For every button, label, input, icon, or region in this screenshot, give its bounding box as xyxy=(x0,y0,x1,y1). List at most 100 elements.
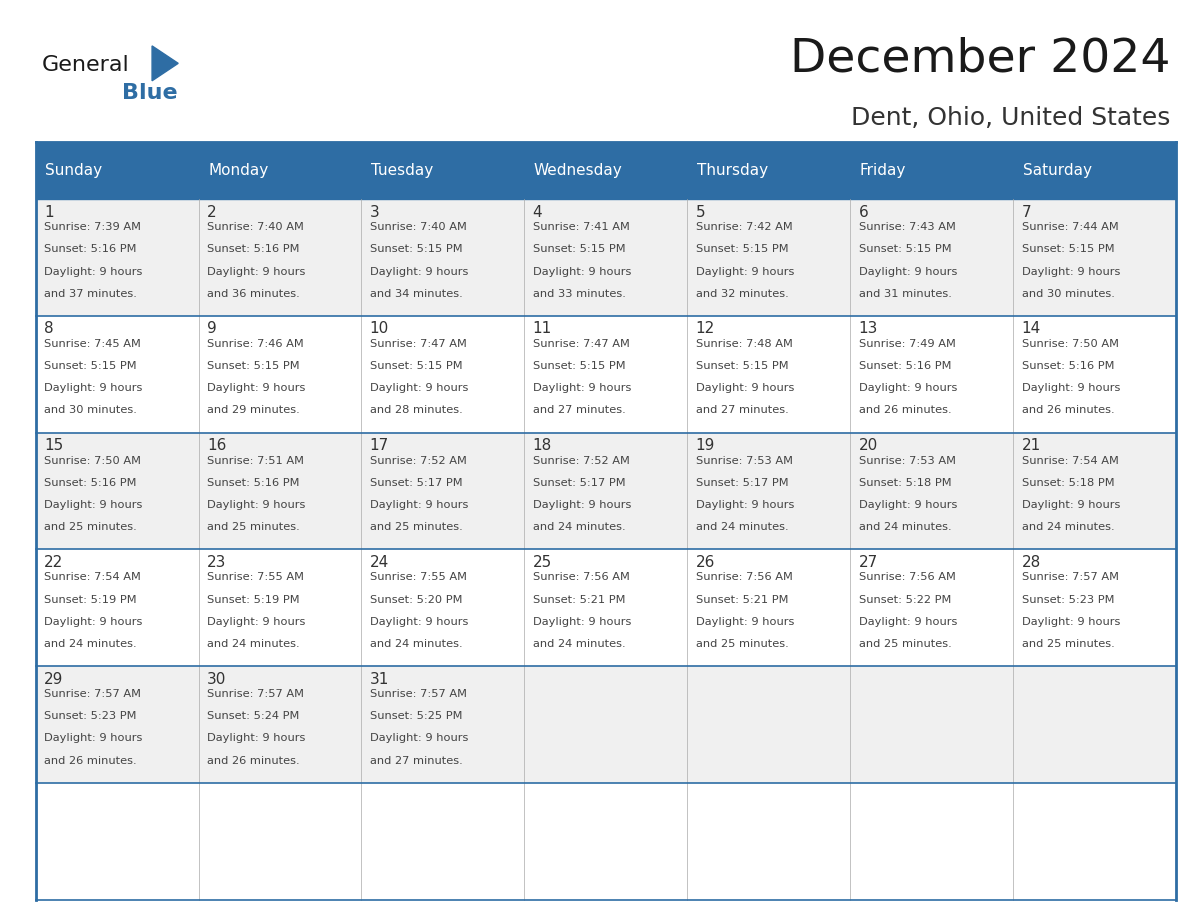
Text: and 25 minutes.: and 25 minutes. xyxy=(44,522,137,532)
Text: Wednesday: Wednesday xyxy=(533,163,623,178)
Text: Sunrise: 7:55 AM: Sunrise: 7:55 AM xyxy=(207,573,304,582)
Text: Sunrise: 7:53 AM: Sunrise: 7:53 AM xyxy=(696,455,792,465)
Text: 5: 5 xyxy=(696,205,706,219)
Text: Sunset: 5:16 PM: Sunset: 5:16 PM xyxy=(1022,361,1114,371)
Text: Daylight: 9 hours: Daylight: 9 hours xyxy=(44,266,143,276)
Text: Sunset: 5:16 PM: Sunset: 5:16 PM xyxy=(859,361,952,371)
Text: Sunrise: 7:56 AM: Sunrise: 7:56 AM xyxy=(532,573,630,582)
Text: 26: 26 xyxy=(696,554,715,570)
Bar xyxy=(36,549,1176,666)
Text: 10: 10 xyxy=(369,321,388,337)
Text: Daylight: 9 hours: Daylight: 9 hours xyxy=(696,266,794,276)
Text: Sunset: 5:15 PM: Sunset: 5:15 PM xyxy=(532,361,625,371)
Text: 25: 25 xyxy=(532,554,552,570)
Text: Sunset: 5:22 PM: Sunset: 5:22 PM xyxy=(859,595,950,605)
Text: Blue: Blue xyxy=(122,83,178,103)
Text: Sunset: 5:21 PM: Sunset: 5:21 PM xyxy=(532,595,625,605)
Text: Sunrise: 7:44 AM: Sunrise: 7:44 AM xyxy=(1022,222,1118,232)
Text: Sunrise: 7:46 AM: Sunrise: 7:46 AM xyxy=(207,339,304,349)
Text: and 33 minutes.: and 33 minutes. xyxy=(532,288,626,298)
Text: Dent, Ohio, United States: Dent, Ohio, United States xyxy=(851,106,1170,129)
Text: 20: 20 xyxy=(859,438,878,453)
Text: Sunset: 5:16 PM: Sunset: 5:16 PM xyxy=(44,477,137,487)
Text: 17: 17 xyxy=(369,438,388,453)
Text: 27: 27 xyxy=(859,554,878,570)
Text: Sunrise: 7:51 AM: Sunrise: 7:51 AM xyxy=(207,455,304,465)
Text: Saturday: Saturday xyxy=(1023,163,1092,178)
Text: Daylight: 9 hours: Daylight: 9 hours xyxy=(207,617,305,627)
Text: Sunset: 5:17 PM: Sunset: 5:17 PM xyxy=(532,477,625,487)
Text: and 24 minutes.: and 24 minutes. xyxy=(207,639,299,649)
Text: Daylight: 9 hours: Daylight: 9 hours xyxy=(369,500,468,510)
Text: and 36 minutes.: and 36 minutes. xyxy=(207,288,299,298)
Text: Sunrise: 7:42 AM: Sunrise: 7:42 AM xyxy=(696,222,792,232)
Text: Sunrise: 7:56 AM: Sunrise: 7:56 AM xyxy=(696,573,792,582)
Text: Daylight: 9 hours: Daylight: 9 hours xyxy=(207,500,305,510)
Text: and 32 minutes.: and 32 minutes. xyxy=(696,288,789,298)
Text: Sunrise: 7:55 AM: Sunrise: 7:55 AM xyxy=(369,573,467,582)
Text: and 24 minutes.: and 24 minutes. xyxy=(696,522,789,532)
Text: and 27 minutes.: and 27 minutes. xyxy=(696,406,789,416)
Text: Sunset: 5:25 PM: Sunset: 5:25 PM xyxy=(369,711,462,722)
Text: and 25 minutes.: and 25 minutes. xyxy=(207,522,299,532)
Text: and 31 minutes.: and 31 minutes. xyxy=(859,288,952,298)
Text: Daylight: 9 hours: Daylight: 9 hours xyxy=(207,733,305,744)
Text: Sunrise: 7:50 AM: Sunrise: 7:50 AM xyxy=(44,455,141,465)
Text: 22: 22 xyxy=(44,554,63,570)
Text: Sunset: 5:21 PM: Sunset: 5:21 PM xyxy=(696,595,788,605)
Text: Sunset: 5:16 PM: Sunset: 5:16 PM xyxy=(207,244,299,254)
Text: 13: 13 xyxy=(859,321,878,337)
Text: and 25 minutes.: and 25 minutes. xyxy=(696,639,789,649)
Text: Daylight: 9 hours: Daylight: 9 hours xyxy=(369,733,468,744)
Text: Sunrise: 7:57 AM: Sunrise: 7:57 AM xyxy=(369,689,467,700)
Text: Daylight: 9 hours: Daylight: 9 hours xyxy=(696,500,794,510)
Text: Sunrise: 7:52 AM: Sunrise: 7:52 AM xyxy=(532,455,630,465)
Text: Sunrise: 7:53 AM: Sunrise: 7:53 AM xyxy=(859,455,955,465)
Bar xyxy=(36,432,1176,549)
Text: 12: 12 xyxy=(696,321,715,337)
Text: Sunset: 5:15 PM: Sunset: 5:15 PM xyxy=(532,244,625,254)
Text: and 24 minutes.: and 24 minutes. xyxy=(369,639,462,649)
Text: Sunrise: 7:40 AM: Sunrise: 7:40 AM xyxy=(369,222,467,232)
Text: 1: 1 xyxy=(44,205,53,219)
Text: 21: 21 xyxy=(1022,438,1041,453)
Text: Sunrise: 7:57 AM: Sunrise: 7:57 AM xyxy=(207,689,304,700)
Text: and 37 minutes.: and 37 minutes. xyxy=(44,288,137,298)
Text: Sunset: 5:15 PM: Sunset: 5:15 PM xyxy=(207,361,299,371)
Text: 2: 2 xyxy=(207,205,216,219)
Text: Daylight: 9 hours: Daylight: 9 hours xyxy=(859,617,958,627)
Text: Sunset: 5:23 PM: Sunset: 5:23 PM xyxy=(1022,595,1114,605)
Text: and 26 minutes.: and 26 minutes. xyxy=(859,406,952,416)
Text: and 30 minutes.: and 30 minutes. xyxy=(1022,288,1114,298)
Text: Sunrise: 7:54 AM: Sunrise: 7:54 AM xyxy=(1022,455,1118,465)
Text: Sunrise: 7:57 AM: Sunrise: 7:57 AM xyxy=(44,689,141,700)
Text: Daylight: 9 hours: Daylight: 9 hours xyxy=(1022,266,1120,276)
Text: 28: 28 xyxy=(1022,554,1041,570)
Text: Sunset: 5:23 PM: Sunset: 5:23 PM xyxy=(44,711,137,722)
Text: Sunset: 5:18 PM: Sunset: 5:18 PM xyxy=(1022,477,1114,487)
Text: Sunrise: 7:54 AM: Sunrise: 7:54 AM xyxy=(44,573,141,582)
Text: Daylight: 9 hours: Daylight: 9 hours xyxy=(1022,617,1120,627)
Text: 15: 15 xyxy=(44,438,63,453)
Text: Sunset: 5:17 PM: Sunset: 5:17 PM xyxy=(696,477,789,487)
Text: Daylight: 9 hours: Daylight: 9 hours xyxy=(44,617,143,627)
Text: Daylight: 9 hours: Daylight: 9 hours xyxy=(696,383,794,393)
Text: and 29 minutes.: and 29 minutes. xyxy=(207,406,299,416)
Text: and 24 minutes.: and 24 minutes. xyxy=(532,639,625,649)
Text: Sunrise: 7:50 AM: Sunrise: 7:50 AM xyxy=(1022,339,1119,349)
Text: Friday: Friday xyxy=(860,163,906,178)
Text: Sunrise: 7:39 AM: Sunrise: 7:39 AM xyxy=(44,222,141,232)
Text: Sunrise: 7:41 AM: Sunrise: 7:41 AM xyxy=(532,222,630,232)
Text: and 26 minutes.: and 26 minutes. xyxy=(207,756,299,766)
Bar xyxy=(36,199,1176,316)
Text: Sunset: 5:15 PM: Sunset: 5:15 PM xyxy=(696,244,789,254)
Text: 24: 24 xyxy=(369,554,388,570)
Text: Sunrise: 7:45 AM: Sunrise: 7:45 AM xyxy=(44,339,141,349)
Text: Sunset: 5:15 PM: Sunset: 5:15 PM xyxy=(369,244,462,254)
Text: 16: 16 xyxy=(207,438,226,453)
Bar xyxy=(36,783,1176,900)
Text: Sunset: 5:20 PM: Sunset: 5:20 PM xyxy=(369,595,462,605)
Text: Daylight: 9 hours: Daylight: 9 hours xyxy=(696,617,794,627)
Text: 3: 3 xyxy=(369,205,379,219)
Text: 11: 11 xyxy=(532,321,552,337)
